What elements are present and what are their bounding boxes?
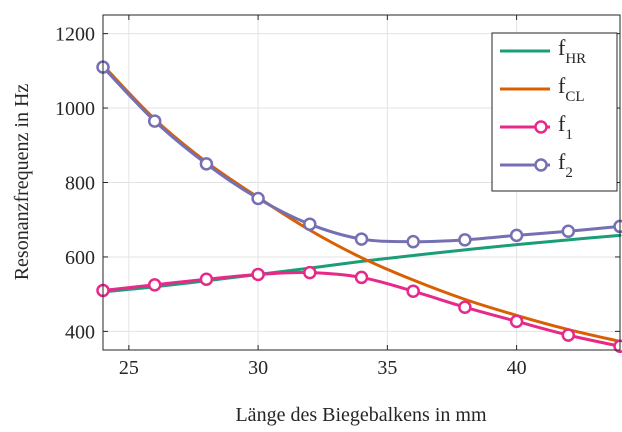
legend-label: fCL [558, 73, 585, 105]
data-point-f-1 [458, 300, 472, 314]
legend-entry: fCL [500, 73, 585, 105]
data-point-f-1 [147, 278, 162, 292]
data-point-f-1 [561, 328, 576, 342]
data-point-f-2 [406, 234, 420, 249]
legend-entry: f1 [500, 111, 573, 143]
series-f-hr [101, 233, 622, 294]
legend-box [491, 32, 618, 192]
data-point-f-1 [251, 267, 265, 282]
legend-marker [534, 158, 548, 172]
data-point-f-1 [303, 265, 317, 280]
x-tick-label: 25 [119, 357, 139, 379]
legend-label: f1 [558, 111, 573, 143]
y-tick-label: 600 [65, 247, 95, 269]
x-tick-label: 40 [507, 357, 527, 379]
data-point-f-2 [613, 219, 622, 234]
x-tick-label: 35 [377, 357, 397, 379]
data-point-f-2 [251, 191, 265, 206]
legend-marker [534, 120, 548, 134]
series-f-1 [96, 265, 622, 354]
series-layer [96, 60, 622, 354]
data-point-f-2 [561, 224, 576, 239]
data-point-f-2 [199, 157, 214, 171]
y-tick-label: 800 [65, 173, 95, 195]
data-point-f-1 [199, 272, 214, 287]
data-point-f-2 [147, 114, 162, 128]
y-axis-label: Resonanzfrequenz in Hz [11, 84, 33, 281]
x-axis: 25 30 35 40 [119, 15, 527, 379]
legend-label: fHR [558, 35, 586, 67]
legend-label: f2 [558, 149, 573, 181]
y-axis: 400 600 800 1000 1200 [55, 24, 620, 343]
series-line-f-hr [101, 233, 622, 294]
data-point-f-2 [458, 233, 472, 247]
data-point-f-1 [354, 270, 369, 285]
y-tick-label: 1000 [55, 98, 95, 120]
legend-entry: f2 [500, 149, 573, 181]
x-tick-label: 30 [248, 357, 268, 379]
data-point-f-1 [406, 284, 420, 298]
data-point-f-1 [509, 314, 524, 329]
y-tick-label: 1200 [55, 24, 95, 46]
x-axis-label: Länge des Biegebalkens in mm [235, 404, 486, 426]
legend: fHR fCL f1 f2 [491, 32, 618, 192]
data-point-f-2 [509, 228, 524, 243]
data-point-f-2 [303, 217, 317, 231]
data-point-f-2 [354, 232, 369, 246]
legend-entry: fHR [500, 35, 586, 67]
y-tick-label: 400 [65, 321, 95, 343]
